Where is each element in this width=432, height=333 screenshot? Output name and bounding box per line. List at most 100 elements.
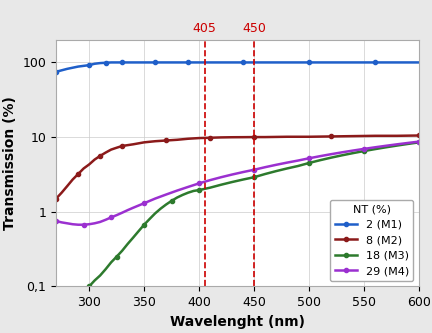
18 (M3) — [147, 217, 152, 221]
29 (M4) — [175, 188, 180, 192]
29 (M4) — [416, 140, 422, 144]
2 (M1) — [152, 60, 158, 64]
Text: 405: 405 — [193, 22, 216, 35]
29 (M4) — [103, 218, 108, 222]
8 (M2) — [285, 135, 290, 139]
29 (M4) — [219, 175, 224, 179]
18 (M3) — [229, 180, 235, 184]
8 (M2) — [175, 138, 180, 142]
8 (M2) — [59, 191, 64, 195]
18 (M3) — [86, 284, 92, 288]
18 (M3) — [340, 153, 345, 157]
18 (M3) — [372, 147, 378, 151]
18 (M3) — [362, 149, 367, 153]
8 (M2) — [241, 135, 246, 139]
8 (M2) — [394, 134, 400, 138]
2 (M1) — [372, 60, 378, 64]
18 (M3) — [103, 267, 108, 271]
18 (M3) — [164, 202, 169, 206]
8 (M2) — [64, 184, 70, 188]
29 (M4) — [362, 147, 367, 151]
X-axis label: Wavelenght (nm): Wavelenght (nm) — [170, 315, 305, 329]
2 (M1) — [108, 60, 114, 64]
2 (M1) — [120, 60, 125, 64]
2 (M1) — [241, 60, 246, 64]
18 (M3) — [251, 175, 257, 179]
2 (M1) — [350, 60, 356, 64]
2 (M1) — [328, 60, 334, 64]
2 (M1) — [103, 61, 108, 65]
29 (M4) — [207, 178, 213, 182]
2 (M1) — [285, 60, 290, 64]
8 (M2) — [219, 136, 224, 140]
8 (M2) — [207, 136, 213, 140]
2 (M1) — [164, 60, 169, 64]
18 (M3) — [98, 273, 103, 277]
18 (M3) — [350, 151, 356, 155]
29 (M4) — [92, 221, 97, 225]
Legend: 2 (M1), 8 (M2), 18 (M3), 29 (M4): 2 (M1), 8 (M2), 18 (M3), 29 (M4) — [330, 200, 413, 281]
29 (M4) — [64, 221, 70, 225]
8 (M2) — [130, 142, 136, 146]
18 (M3) — [219, 183, 224, 187]
8 (M2) — [70, 177, 75, 181]
18 (M3) — [328, 156, 334, 160]
18 (M3) — [108, 260, 114, 264]
18 (M3) — [263, 172, 268, 176]
29 (M4) — [81, 223, 86, 227]
18 (M3) — [114, 255, 119, 259]
29 (M4) — [185, 185, 191, 189]
Line: 18 (M3): 18 (M3) — [87, 140, 421, 288]
Text: 450: 450 — [242, 22, 266, 35]
18 (M3) — [175, 195, 180, 199]
Line: 8 (M2): 8 (M2) — [54, 134, 421, 201]
29 (M4) — [86, 222, 92, 226]
29 (M4) — [130, 206, 136, 210]
2 (M1) — [175, 60, 180, 64]
2 (M1) — [86, 63, 92, 67]
2 (M1) — [219, 60, 224, 64]
2 (M1) — [130, 60, 136, 64]
18 (M3) — [295, 164, 301, 168]
2 (M1) — [54, 70, 59, 74]
29 (M4) — [285, 161, 290, 165]
29 (M4) — [120, 211, 125, 215]
18 (M3) — [92, 278, 97, 282]
Line: 2 (M1): 2 (M1) — [54, 60, 421, 74]
29 (M4) — [164, 192, 169, 196]
18 (M3) — [306, 161, 311, 165]
8 (M2) — [142, 140, 147, 144]
2 (M1) — [142, 60, 147, 64]
2 (M1) — [185, 60, 191, 64]
18 (M3) — [241, 177, 246, 181]
Y-axis label: Transmission (%): Transmission (%) — [3, 96, 17, 230]
Line: 29 (M4): 29 (M4) — [54, 140, 421, 227]
18 (M3) — [197, 188, 202, 192]
8 (M2) — [328, 135, 334, 139]
18 (M3) — [130, 236, 136, 240]
29 (M4) — [406, 141, 411, 145]
18 (M3) — [394, 144, 400, 148]
18 (M3) — [285, 166, 290, 170]
18 (M3) — [142, 223, 147, 227]
18 (M3) — [318, 158, 323, 162]
8 (M2) — [306, 135, 311, 139]
18 (M3) — [158, 207, 163, 211]
8 (M2) — [152, 139, 158, 143]
2 (M1) — [197, 60, 202, 64]
29 (M4) — [70, 222, 75, 226]
29 (M4) — [318, 154, 323, 158]
18 (M3) — [136, 229, 141, 233]
8 (M2) — [372, 134, 378, 138]
18 (M3) — [406, 142, 411, 146]
29 (M4) — [229, 172, 235, 176]
29 (M4) — [59, 220, 64, 224]
18 (M3) — [207, 186, 213, 190]
8 (M2) — [120, 144, 125, 148]
8 (M2) — [229, 135, 235, 139]
8 (M2) — [263, 135, 268, 139]
8 (M2) — [108, 148, 114, 152]
29 (M4) — [306, 156, 311, 160]
29 (M4) — [384, 144, 389, 148]
8 (M2) — [164, 139, 169, 143]
